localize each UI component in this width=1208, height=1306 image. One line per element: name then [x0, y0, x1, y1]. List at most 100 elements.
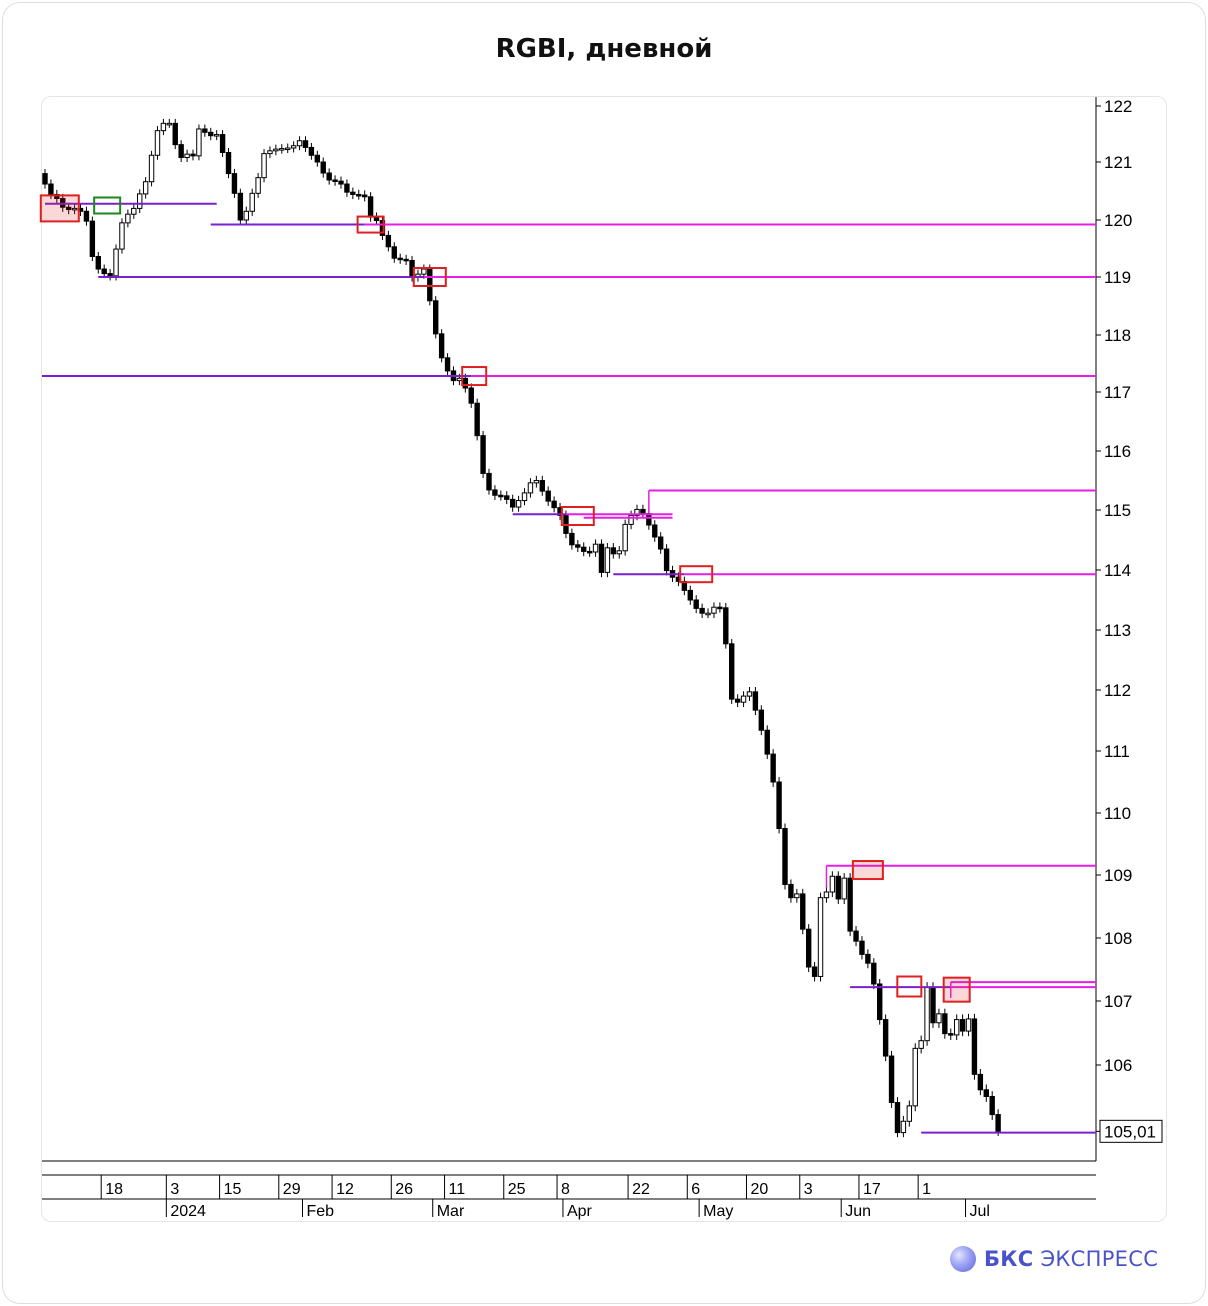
candle	[622, 523, 628, 552]
candle	[604, 547, 611, 573]
y-tick-label: 111	[1104, 742, 1130, 761]
candle	[48, 183, 54, 195]
candle	[788, 883, 794, 899]
candle	[628, 514, 634, 525]
candle	[367, 196, 374, 218]
candle	[243, 210, 249, 221]
logo-product: ЭКСПРЕСС	[1040, 1247, 1159, 1271]
candle	[290, 145, 297, 149]
logo-brand: БКС	[984, 1247, 1034, 1271]
candle	[196, 128, 202, 157]
highlight-box	[560, 506, 595, 526]
candle	[308, 146, 315, 156]
candle	[794, 893, 800, 899]
candle	[610, 547, 617, 555]
candle	[178, 144, 184, 159]
candle	[468, 387, 474, 404]
candle	[273, 148, 279, 152]
candle	[918, 1040, 924, 1049]
bks-logo-icon	[950, 1246, 976, 1272]
candle	[498, 494, 504, 498]
candle	[616, 550, 622, 555]
candle	[533, 480, 540, 484]
candle	[924, 986, 930, 1042]
month-label: Mar	[437, 1203, 465, 1220]
candle	[646, 513, 652, 526]
candle	[296, 140, 303, 147]
candle	[113, 248, 119, 277]
candle	[740, 695, 747, 703]
candle	[882, 1019, 889, 1057]
candle	[711, 606, 717, 614]
candle	[456, 377, 463, 382]
candle	[657, 536, 664, 550]
x-tick-label: 18	[105, 1181, 123, 1198]
candle	[89, 220, 96, 257]
candle	[841, 877, 847, 900]
y-tick-label: 107	[1104, 992, 1132, 1011]
candle	[770, 753, 776, 783]
candle	[663, 548, 670, 572]
candle	[640, 508, 646, 515]
candle	[397, 257, 403, 261]
candle	[166, 122, 173, 126]
candle	[687, 589, 693, 601]
x-tick-label: 22	[632, 1181, 650, 1198]
candle	[865, 953, 871, 964]
candles	[42, 118, 1001, 1138]
candle	[255, 177, 261, 194]
candle	[705, 612, 711, 616]
candle	[995, 1114, 1001, 1132]
candle	[723, 607, 729, 645]
candle	[983, 1089, 989, 1097]
candle	[480, 435, 486, 474]
x-tick-label: 12	[336, 1181, 354, 1198]
candle	[598, 543, 605, 573]
candle	[208, 131, 214, 137]
candle	[202, 128, 208, 133]
candle	[871, 962, 877, 985]
candle	[545, 490, 551, 502]
candle	[148, 154, 155, 183]
candle	[965, 1018, 972, 1032]
candle	[279, 148, 285, 151]
candle	[734, 698, 741, 703]
candle	[894, 1102, 901, 1134]
candle	[373, 216, 380, 222]
x-tick-label: 6	[691, 1181, 700, 1198]
x-tick-label: 3	[170, 1181, 179, 1198]
candle	[184, 153, 190, 159]
candle	[267, 150, 273, 155]
candle	[314, 154, 321, 163]
candle	[539, 480, 545, 492]
month-label: Jul	[970, 1203, 990, 1220]
candle	[302, 140, 309, 148]
candle	[142, 181, 149, 195]
y-tick-label: 121	[1104, 153, 1132, 172]
plot-frame	[41, 96, 1167, 1222]
candle	[344, 183, 350, 193]
x-tick-label: 1	[922, 1181, 931, 1198]
candle	[225, 151, 232, 175]
candle	[403, 258, 409, 262]
candle	[930, 986, 936, 1024]
candle	[190, 153, 196, 157]
candle	[811, 966, 818, 977]
candle	[717, 606, 723, 610]
y-tick-label: 117	[1104, 383, 1131, 402]
candle	[231, 173, 238, 194]
highlight-box	[356, 215, 385, 234]
candle	[888, 1055, 895, 1104]
candle	[569, 532, 575, 546]
candle	[101, 268, 107, 275]
candle	[249, 192, 255, 212]
x-tick-label: 25	[508, 1181, 526, 1198]
candle	[912, 1047, 918, 1107]
x-tick-label: 26	[395, 1181, 413, 1198]
candle	[764, 729, 770, 755]
candle	[444, 357, 451, 372]
candle	[285, 147, 291, 150]
candle	[356, 193, 362, 197]
candle	[213, 134, 220, 137]
candle	[492, 489, 498, 496]
